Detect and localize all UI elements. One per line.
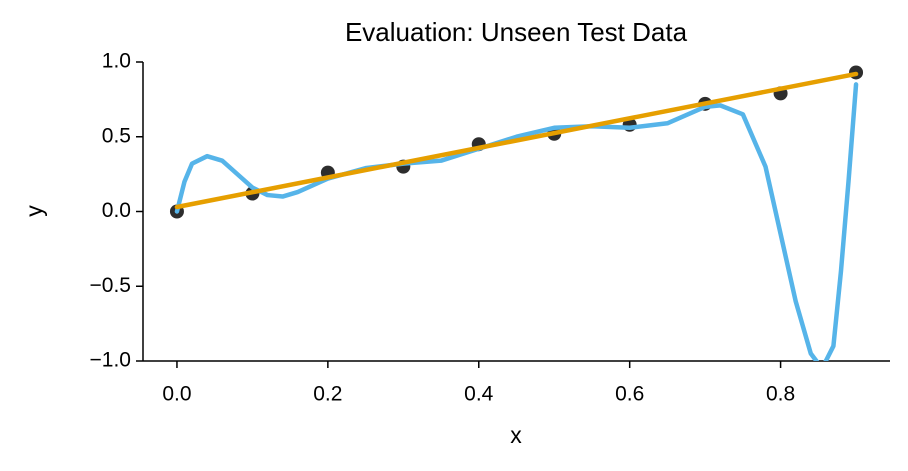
x-axis-label: x — [510, 422, 522, 448]
x-tick-label: 0.2 — [313, 383, 342, 406]
line-series — [174, 82, 859, 361]
x-tick-label: 0.0 — [162, 383, 191, 406]
y-tick-label: −1.0 — [90, 349, 131, 372]
x-tick-label: 0.4 — [464, 383, 494, 406]
y-tick-label: 0.0 — [102, 199, 131, 222]
chart-title: Evaluation: Unseen Test Data — [345, 17, 688, 47]
line-series — [174, 71, 859, 210]
x-tick-label: 0.6 — [615, 383, 644, 406]
y-tick-label: 0.5 — [102, 124, 131, 147]
y-tick-label: 1.0 — [102, 50, 131, 73]
plot-area — [169, 65, 864, 361]
y-tick-label: −0.5 — [90, 274, 131, 297]
y-axis-label: y — [21, 205, 47, 217]
x-tick-label: 0.8 — [766, 383, 795, 406]
